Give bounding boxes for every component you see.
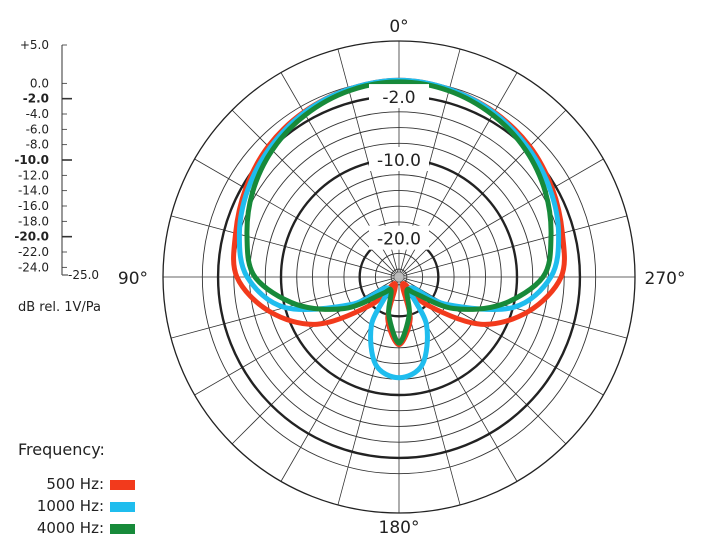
grid-circle (374, 252, 424, 302)
polar-curves (231, 77, 567, 381)
series-curve-2 (244, 79, 554, 346)
scale-tick-label: -18.0 (18, 214, 49, 228)
scale-tick-label: -10.0 (14, 153, 49, 167)
scale-tick-label: -4.0 (26, 107, 49, 121)
scale-tick-label: -2.0 (23, 92, 49, 106)
center-dot (393, 271, 405, 283)
ring-label-bg (369, 225, 429, 250)
angle-label-90: 90° (118, 269, 148, 289)
angle-label-270: 270° (645, 269, 686, 289)
legend-label: 500 Hz: (46, 475, 104, 493)
scale-tick-label: -14.0 (18, 184, 49, 198)
scale-tick-label: -22.0 (18, 245, 49, 259)
ring-label-bg (369, 147, 429, 171)
grid-circle (312, 190, 486, 364)
legend-swatch (110, 524, 135, 534)
legend: Frequency: 500 Hz: 1000 Hz: 4000 Hz: (18, 440, 135, 537)
grid-circle (343, 221, 455, 333)
ring-labels: -2.0 -10.0 -20.0 (369, 84, 429, 250)
scale-tick-label: -16.0 (18, 199, 49, 213)
ring-label: -20.0 (377, 230, 421, 250)
scale-tick-label: -25.0 (68, 268, 99, 282)
scale-tick-label: -24.0 (18, 260, 49, 274)
grid-circle (327, 205, 471, 349)
scale-tick-label: -6.0 (26, 122, 49, 136)
angle-label-180: 180° (379, 518, 420, 538)
scale-unit-label: dB rel. 1V/Pa (18, 300, 101, 315)
legend-label: 4000 Hz: (37, 519, 104, 537)
polar-grid (162, 40, 636, 514)
legend-title: Frequency: (18, 440, 105, 459)
grid-circle (233, 111, 565, 443)
legend-swatch (110, 502, 135, 512)
legend-swatch (110, 480, 135, 490)
ring-label-bg (369, 84, 429, 109)
scale-tick-label: -12.0 (18, 168, 49, 182)
series-curve-1 (236, 77, 562, 381)
grid-circle-outer (162, 40, 636, 514)
grid-circle (264, 142, 534, 412)
scale-tick-label: +5.0 (20, 38, 49, 52)
legend-label: 1000 Hz: (37, 497, 104, 515)
scale-tick-label: -20.0 (14, 230, 49, 244)
grid-circle (390, 268, 408, 286)
ring-label: -2.0 (382, 88, 415, 108)
ring-label: -10.0 (377, 151, 421, 171)
scale-tick-label: -8.0 (26, 138, 49, 152)
angle-label-0: 0° (389, 17, 408, 37)
db-scale: +5.00.0-2.0-4.0-6.0-8.0-10.0-12.0-14.0-1… (14, 38, 99, 282)
scale-tick-label: 0.0 (30, 76, 49, 90)
